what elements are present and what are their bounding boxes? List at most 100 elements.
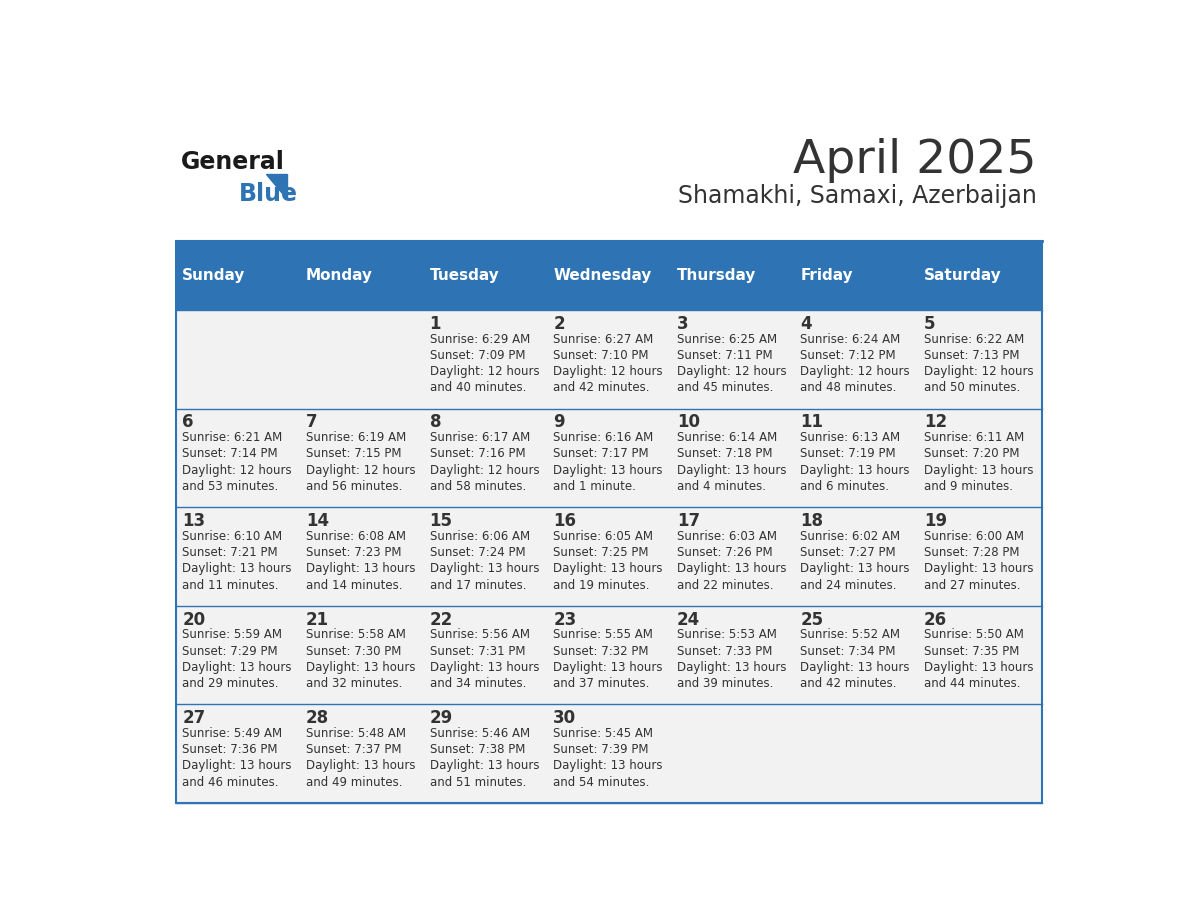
- Text: and 58 minutes.: and 58 minutes.: [430, 480, 526, 493]
- FancyBboxPatch shape: [918, 241, 1042, 310]
- Text: and 44 minutes.: and 44 minutes.: [924, 677, 1020, 690]
- Text: Sunrise: 6:27 AM: Sunrise: 6:27 AM: [554, 332, 653, 345]
- FancyBboxPatch shape: [176, 704, 299, 803]
- Text: and 53 minutes.: and 53 minutes.: [182, 480, 278, 493]
- Text: Sunset: 7:15 PM: Sunset: 7:15 PM: [307, 447, 402, 461]
- Text: Thursday: Thursday: [677, 268, 757, 283]
- Text: and 4 minutes.: and 4 minutes.: [677, 480, 766, 493]
- Text: Wednesday: Wednesday: [554, 268, 651, 283]
- Text: 18: 18: [801, 512, 823, 530]
- Text: Sunrise: 6:03 AM: Sunrise: 6:03 AM: [677, 530, 777, 543]
- Text: Daylight: 12 hours: Daylight: 12 hours: [307, 464, 416, 476]
- Text: and 54 minutes.: and 54 minutes.: [554, 776, 650, 789]
- Text: Daylight: 12 hours: Daylight: 12 hours: [182, 464, 292, 476]
- Text: Sunset: 7:31 PM: Sunset: 7:31 PM: [430, 644, 525, 657]
- Text: Sunday: Sunday: [182, 268, 246, 283]
- Text: 26: 26: [924, 610, 947, 629]
- Text: Sunset: 7:16 PM: Sunset: 7:16 PM: [430, 447, 525, 461]
- Text: Sunset: 7:33 PM: Sunset: 7:33 PM: [677, 644, 772, 657]
- Text: Sunset: 7:18 PM: Sunset: 7:18 PM: [677, 447, 772, 461]
- Text: Daylight: 12 hours: Daylight: 12 hours: [924, 365, 1034, 378]
- FancyBboxPatch shape: [671, 241, 795, 310]
- Text: Daylight: 12 hours: Daylight: 12 hours: [554, 365, 663, 378]
- FancyBboxPatch shape: [176, 409, 299, 507]
- Text: Sunrise: 6:11 AM: Sunrise: 6:11 AM: [924, 431, 1024, 444]
- Text: Sunset: 7:32 PM: Sunset: 7:32 PM: [554, 644, 649, 657]
- Text: 20: 20: [182, 610, 206, 629]
- Text: and 49 minutes.: and 49 minutes.: [307, 776, 403, 789]
- Text: 23: 23: [554, 610, 576, 629]
- Text: and 37 minutes.: and 37 minutes.: [554, 677, 650, 690]
- Text: Daylight: 13 hours: Daylight: 13 hours: [677, 661, 786, 674]
- Text: Daylight: 12 hours: Daylight: 12 hours: [677, 365, 786, 378]
- Text: Daylight: 13 hours: Daylight: 13 hours: [430, 562, 539, 576]
- FancyBboxPatch shape: [918, 507, 1042, 606]
- Text: General: General: [181, 150, 285, 174]
- Text: 3: 3: [677, 315, 689, 333]
- Text: 28: 28: [307, 710, 329, 727]
- FancyBboxPatch shape: [423, 507, 546, 606]
- FancyBboxPatch shape: [795, 241, 918, 310]
- Text: Sunset: 7:35 PM: Sunset: 7:35 PM: [924, 644, 1019, 657]
- FancyBboxPatch shape: [918, 310, 1042, 409]
- Text: Sunset: 7:19 PM: Sunset: 7:19 PM: [801, 447, 896, 461]
- Text: Sunset: 7:17 PM: Sunset: 7:17 PM: [554, 447, 649, 461]
- Text: Sunrise: 6:13 AM: Sunrise: 6:13 AM: [801, 431, 901, 444]
- Text: Sunset: 7:13 PM: Sunset: 7:13 PM: [924, 349, 1019, 362]
- Text: Sunset: 7:23 PM: Sunset: 7:23 PM: [307, 546, 402, 559]
- Text: Sunrise: 6:25 AM: Sunrise: 6:25 AM: [677, 332, 777, 345]
- Text: Sunset: 7:26 PM: Sunset: 7:26 PM: [677, 546, 772, 559]
- Text: 11: 11: [801, 413, 823, 431]
- FancyBboxPatch shape: [423, 704, 546, 803]
- Text: 22: 22: [430, 610, 453, 629]
- FancyBboxPatch shape: [176, 310, 299, 409]
- FancyBboxPatch shape: [176, 507, 299, 606]
- Text: Daylight: 13 hours: Daylight: 13 hours: [307, 661, 416, 674]
- Text: and 48 minutes.: and 48 minutes.: [801, 381, 897, 395]
- Text: and 42 minutes.: and 42 minutes.: [554, 381, 650, 395]
- Text: Daylight: 13 hours: Daylight: 13 hours: [182, 661, 292, 674]
- Text: Sunset: 7:39 PM: Sunset: 7:39 PM: [554, 744, 649, 756]
- FancyBboxPatch shape: [671, 606, 795, 704]
- Text: Sunrise: 5:50 AM: Sunrise: 5:50 AM: [924, 628, 1024, 642]
- Text: and 14 minutes.: and 14 minutes.: [307, 578, 403, 591]
- Text: 13: 13: [182, 512, 206, 530]
- Text: Daylight: 12 hours: Daylight: 12 hours: [430, 464, 539, 476]
- Text: Sunset: 7:36 PM: Sunset: 7:36 PM: [182, 744, 278, 756]
- Text: Sunrise: 5:52 AM: Sunrise: 5:52 AM: [801, 628, 901, 642]
- Text: Sunrise: 6:00 AM: Sunrise: 6:00 AM: [924, 530, 1024, 543]
- Text: and 9 minutes.: and 9 minutes.: [924, 480, 1013, 493]
- Text: Blue: Blue: [239, 182, 298, 206]
- Text: Daylight: 13 hours: Daylight: 13 hours: [307, 759, 416, 772]
- Text: Tuesday: Tuesday: [430, 268, 499, 283]
- Text: Daylight: 13 hours: Daylight: 13 hours: [677, 464, 786, 476]
- Text: and 56 minutes.: and 56 minutes.: [307, 480, 403, 493]
- Text: 8: 8: [430, 413, 441, 431]
- Text: Shamakhi, Samaxi, Azerbaijan: Shamakhi, Samaxi, Azerbaijan: [678, 185, 1037, 208]
- Text: Daylight: 13 hours: Daylight: 13 hours: [430, 759, 539, 772]
- FancyBboxPatch shape: [795, 606, 918, 704]
- FancyBboxPatch shape: [299, 507, 423, 606]
- Text: Saturday: Saturday: [924, 268, 1001, 283]
- Text: and 45 minutes.: and 45 minutes.: [677, 381, 773, 395]
- FancyBboxPatch shape: [795, 704, 918, 803]
- Text: 9: 9: [554, 413, 564, 431]
- Text: and 6 minutes.: and 6 minutes.: [801, 480, 890, 493]
- FancyBboxPatch shape: [176, 606, 299, 704]
- Text: and 29 minutes.: and 29 minutes.: [182, 677, 279, 690]
- Text: Daylight: 13 hours: Daylight: 13 hours: [924, 562, 1034, 576]
- FancyBboxPatch shape: [795, 507, 918, 606]
- Text: Sunset: 7:09 PM: Sunset: 7:09 PM: [430, 349, 525, 362]
- Text: Sunrise: 5:46 AM: Sunrise: 5:46 AM: [430, 727, 530, 740]
- Text: Sunrise: 5:45 AM: Sunrise: 5:45 AM: [554, 727, 653, 740]
- Text: Sunrise: 5:53 AM: Sunrise: 5:53 AM: [677, 628, 777, 642]
- Text: Daylight: 13 hours: Daylight: 13 hours: [554, 464, 663, 476]
- Text: Sunrise: 6:08 AM: Sunrise: 6:08 AM: [307, 530, 406, 543]
- Text: 21: 21: [307, 610, 329, 629]
- Text: Sunset: 7:14 PM: Sunset: 7:14 PM: [182, 447, 278, 461]
- Text: Sunrise: 6:29 AM: Sunrise: 6:29 AM: [430, 332, 530, 345]
- FancyBboxPatch shape: [918, 704, 1042, 803]
- Text: Daylight: 12 hours: Daylight: 12 hours: [801, 365, 910, 378]
- Text: Sunset: 7:27 PM: Sunset: 7:27 PM: [801, 546, 896, 559]
- Text: 14: 14: [307, 512, 329, 530]
